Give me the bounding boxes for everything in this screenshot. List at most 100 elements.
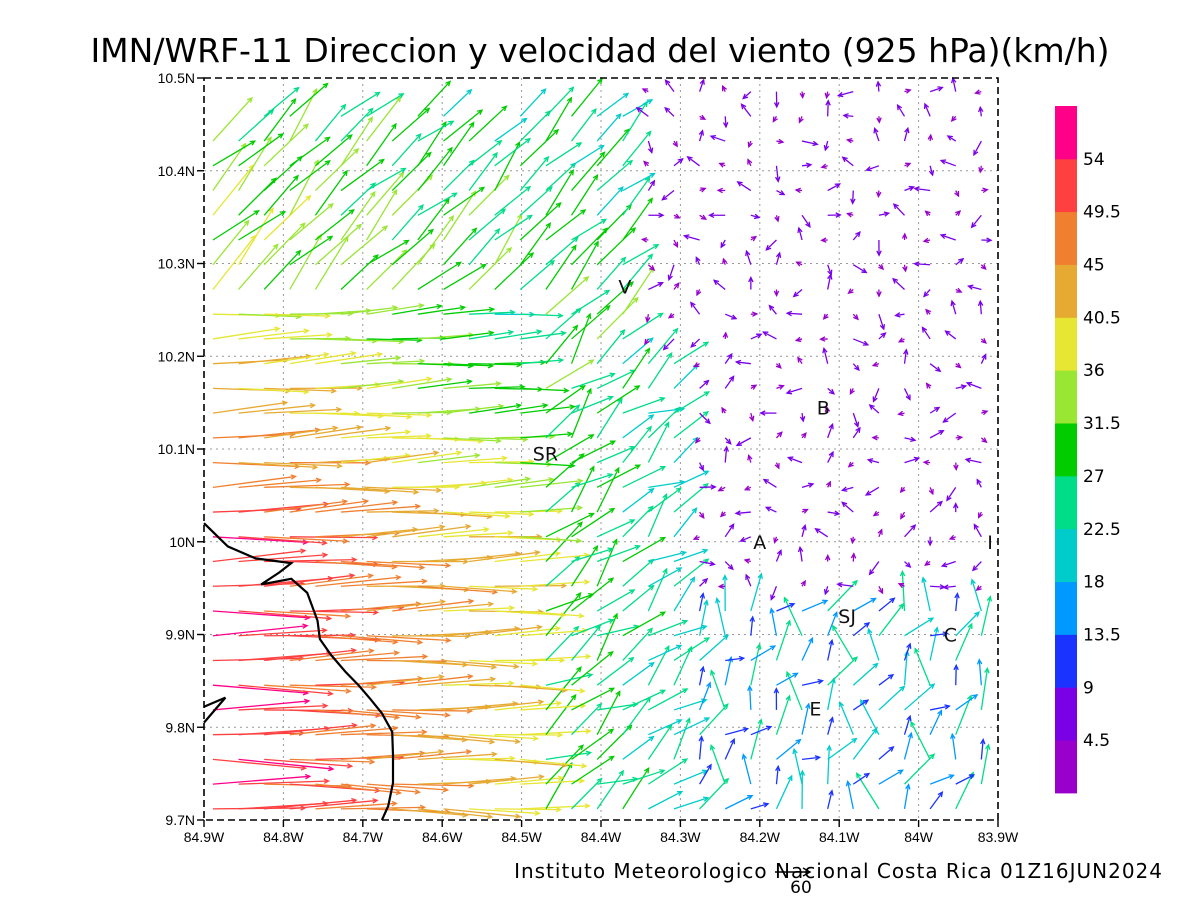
wind-vector-head xyxy=(381,225,389,232)
wind-vector xyxy=(520,387,569,392)
x-tick-label: 84.3W xyxy=(660,829,701,845)
wind-vector xyxy=(647,180,655,191)
wind-vector-head xyxy=(787,774,793,781)
wind-vector xyxy=(417,659,496,668)
wind-vector xyxy=(443,363,493,367)
wind-vector-head xyxy=(341,499,349,505)
wind-vector xyxy=(668,264,675,280)
wind-vector xyxy=(788,456,803,464)
wind-vector xyxy=(212,700,309,711)
wind-vector-head xyxy=(747,794,754,800)
wind-vector xyxy=(366,783,448,791)
wind-vector-head xyxy=(253,209,260,216)
wind-vector-head xyxy=(627,281,634,287)
wind-vector-head xyxy=(822,313,829,320)
wind-vector xyxy=(892,278,905,290)
wind-vector-head xyxy=(406,413,413,420)
wind-vector-head xyxy=(892,277,899,284)
wind-vector-head xyxy=(323,778,331,784)
wind-vector xyxy=(765,506,777,513)
wind-vector-head xyxy=(293,174,299,181)
wind-vector-head xyxy=(854,365,860,372)
wind-vector xyxy=(366,451,439,464)
wind-vector xyxy=(366,167,406,192)
wind-vector xyxy=(827,612,838,636)
wind-vector xyxy=(661,190,675,201)
wind-vector xyxy=(742,91,752,99)
wind-vector-head xyxy=(703,470,710,476)
wind-vector-head xyxy=(321,627,328,634)
wind-vector-head xyxy=(515,141,521,148)
wind-vector-head xyxy=(921,576,927,583)
wind-vector xyxy=(212,220,250,266)
wind-vector xyxy=(289,758,374,763)
wind-vector-head xyxy=(508,605,516,611)
wind-vector xyxy=(392,783,474,787)
wind-vector xyxy=(212,610,310,619)
wind-vector xyxy=(545,142,582,167)
place-label: E xyxy=(809,699,821,721)
wind-vector-head xyxy=(384,425,392,432)
wind-vector xyxy=(749,686,752,710)
wind-vector xyxy=(648,282,663,291)
wind-vector xyxy=(750,573,763,612)
wind-vector-head xyxy=(466,708,473,714)
wind-vector-head xyxy=(557,775,565,781)
wind-vector-head xyxy=(841,156,848,163)
wind-vector-head xyxy=(418,564,426,571)
wind-vector xyxy=(494,808,561,811)
wind-vector-head xyxy=(775,362,782,369)
wind-vector-head xyxy=(439,599,447,605)
wind-vector-head xyxy=(978,105,984,113)
colorbar-label: 4.5 xyxy=(1083,731,1110,751)
wind-vector-head xyxy=(302,623,309,629)
wind-vector-head xyxy=(723,445,730,452)
wind-vector-head xyxy=(731,314,738,320)
wind-vector-head xyxy=(344,613,352,619)
wind-vector-head xyxy=(759,410,766,416)
wind-vector-head xyxy=(700,214,708,220)
wind-vector xyxy=(673,470,709,488)
wind-vector xyxy=(929,710,942,735)
wind-vector-head xyxy=(672,327,679,334)
wind-vector-head xyxy=(901,232,908,239)
wind-vector xyxy=(647,352,673,389)
wind-vector xyxy=(340,486,419,493)
wind-vector xyxy=(443,627,519,637)
wind-vector-head xyxy=(455,450,463,456)
wind-vector xyxy=(263,87,299,117)
wind-vector xyxy=(750,726,772,736)
wind-vector xyxy=(315,576,401,587)
wind-vector xyxy=(469,585,537,590)
wind-vector xyxy=(901,571,906,612)
wind-vector xyxy=(872,388,880,402)
wind-vector-head xyxy=(695,256,701,263)
colorbar-label: 45 xyxy=(1083,256,1105,276)
wind-vector xyxy=(545,236,579,266)
wind-vector xyxy=(212,401,287,414)
wind-vector-head xyxy=(596,777,603,784)
wind-vector-head xyxy=(960,384,968,390)
wind-vector xyxy=(664,107,675,117)
wind-vector-head xyxy=(607,577,615,584)
wind-vector-head xyxy=(607,473,614,479)
wind-vector xyxy=(622,689,666,711)
wind-vector-head xyxy=(608,728,615,735)
wind-vector-head xyxy=(738,655,746,662)
wind-vector xyxy=(264,313,330,317)
wind-vector-head xyxy=(342,538,350,544)
wind-vector xyxy=(724,561,734,570)
wind-vector-head xyxy=(769,645,777,651)
wind-vector-head xyxy=(644,176,651,183)
wind-vector xyxy=(673,437,698,464)
wind-vector xyxy=(622,466,666,488)
wind-vector xyxy=(596,545,640,563)
wind-vector-head xyxy=(584,803,591,809)
wind-vector-head xyxy=(870,597,877,603)
wind-vector-head xyxy=(513,663,520,670)
wind-vector xyxy=(622,172,655,192)
wind-vector xyxy=(827,424,834,439)
wind-vector-head xyxy=(710,484,717,490)
wind-vector-head xyxy=(849,388,855,396)
wind-vector-head xyxy=(634,385,641,391)
